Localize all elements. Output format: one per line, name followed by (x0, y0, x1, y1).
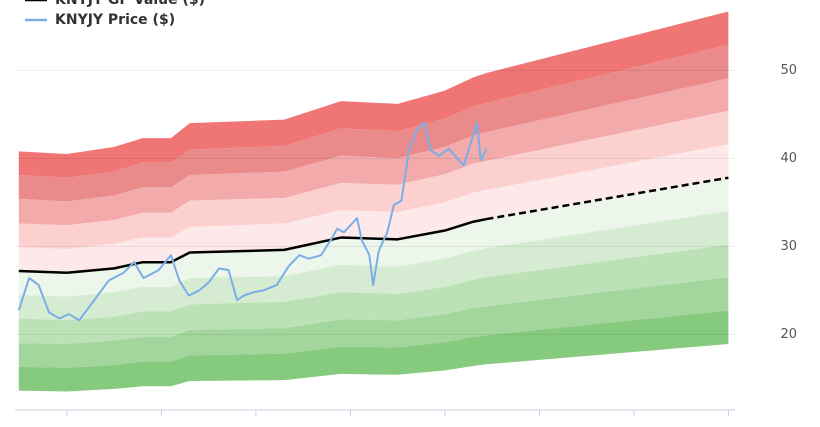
series-line (17, 121, 488, 322)
y-tick-label: 30 (780, 239, 797, 254)
band (18, 310, 729, 392)
legend: KNYJY GF Value ($) KNYJY Price ($) (25, 0, 205, 28)
band (18, 110, 729, 249)
projection-line (486, 176, 729, 221)
y-tick-label: 50 (780, 63, 797, 78)
band (18, 78, 729, 226)
y-tick-label: 40 (780, 151, 797, 166)
band (18, 244, 729, 345)
band (18, 177, 729, 297)
band (18, 11, 729, 178)
y-tick-label: 20 (780, 327, 797, 342)
band (18, 144, 729, 273)
legend-label: KNYJY Price ($) (55, 12, 175, 28)
band (18, 44, 729, 202)
band (18, 277, 729, 368)
lines (17, 121, 729, 322)
series-line (18, 217, 487, 274)
legend-label: KNYJY GF Value ($) (55, 0, 205, 8)
grid (15, 69, 735, 335)
